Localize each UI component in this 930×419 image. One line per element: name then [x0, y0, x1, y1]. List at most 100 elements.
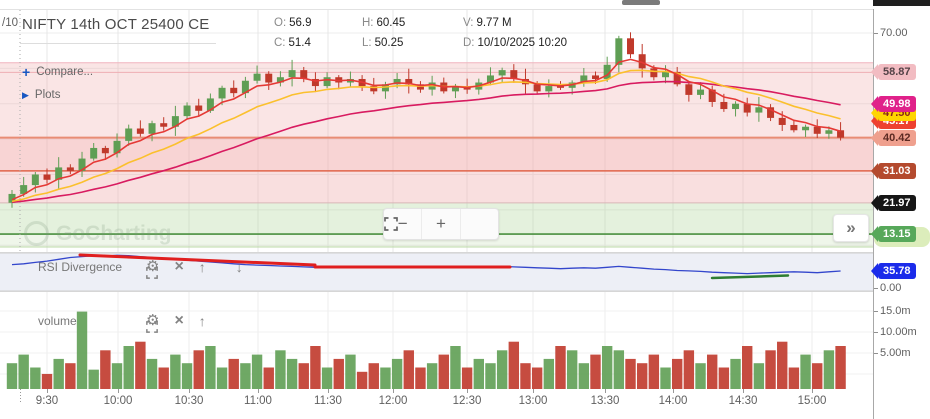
ohlc-close: C: 51.4 — [274, 37, 311, 49]
fullscreen-icon — [384, 217, 398, 231]
fullscreen-button[interactable] — [384, 209, 498, 239]
axis-tick-mark — [874, 311, 878, 312]
close-value: 51.4 — [288, 37, 311, 49]
ohlc-high: H: 60.45 — [362, 17, 405, 29]
price-axis-border — [873, 9, 874, 419]
high-value: 60.45 — [376, 17, 406, 29]
rsi-panel-divider — [0, 252, 873, 253]
arrow-down-icon[interactable]: ↓ — [235, 259, 243, 275]
time-tick-label: 14:00 — [658, 395, 688, 407]
close-icon[interactable]: × — [174, 258, 184, 275]
time-tick-label: 11:00 — [244, 395, 272, 407]
volume-panel-title: volume — [38, 314, 77, 328]
scrollbar-thumb[interactable] — [622, 0, 660, 5]
rsi-chart[interactable] — [0, 252, 873, 292]
volume-value: 9.77 M — [476, 17, 512, 29]
ohlc-open: O: 56.9 — [274, 17, 312, 29]
arrow-up-icon[interactable]: ↑ — [198, 313, 206, 329]
time-tick-label: 15:00 — [797, 395, 827, 407]
price-axis-label: 31.03 — [878, 163, 916, 179]
ohlc-datetime: D: 10/10/2025 10:20 — [463, 37, 567, 49]
price-axis-label: 40.42 — [878, 130, 916, 146]
axis-tick-label: 15.0m — [880, 305, 911, 317]
minus-icon: − — [397, 214, 408, 233]
datetime-label: D: — [463, 37, 475, 49]
zoom-in-button[interactable]: + — [421, 209, 459, 239]
title-underline — [20, 43, 216, 44]
time-tick-label: 11:30 — [314, 395, 342, 407]
volume-chart[interactable] — [0, 291, 873, 389]
compare-button[interactable]: + Compare... — [22, 64, 93, 80]
axis-tick-label: 0.00 — [880, 282, 902, 294]
ohlc-volume: V: 9.77 M — [463, 17, 512, 29]
chevron-double-right-icon: » — [846, 218, 856, 237]
time-tick-mark — [743, 389, 744, 393]
arrow-up-icon[interactable]: ↑ — [198, 259, 206, 275]
compare-plus-icon: + — [22, 64, 31, 80]
watermark: GoCharting — [24, 221, 172, 246]
zoom-out-button[interactable]: − — [384, 209, 421, 239]
time-tick-label: 13:00 — [518, 395, 548, 407]
symbol-title[interactable]: NIFTY 14th OCT 25400 CE — [22, 16, 210, 33]
plots-label: Plots — [34, 89, 61, 101]
watermark-logo-icon — [24, 221, 49, 246]
price-axis[interactable]: 70.0020.0014.950.0015.0m10.00m5.00m58.87… — [874, 9, 930, 419]
plots-triangle-icon: ▶ — [22, 89, 29, 100]
time-tick-mark — [393, 389, 394, 393]
date-fragment: /10 — [2, 17, 18, 29]
time-tick-label: 12:00 — [378, 395, 408, 407]
axis-tick-mark — [874, 33, 878, 34]
volume-panel-divider — [0, 291, 873, 292]
low-label: L: — [362, 37, 372, 49]
axis-tick-label: 5.00m — [880, 347, 911, 359]
corner-scrollbar — [873, 0, 930, 6]
price-chart[interactable] — [0, 0, 873, 253]
compare-label: Compare... — [36, 66, 94, 78]
chart-top-border — [0, 9, 930, 10]
time-tick-mark — [47, 389, 48, 393]
watermark-text: GoCharting — [56, 221, 172, 245]
time-tick-mark — [258, 389, 259, 393]
time-tick-mark — [467, 389, 468, 393]
time-axis[interactable]: 9:30 10:00 10:30 11:00 11:30 12:00 12:30 13:00 1… — [0, 389, 873, 419]
plus-icon: + — [436, 214, 446, 233]
ohlc-low: L: 50.25 — [362, 37, 403, 49]
volume-panel-icons: ⚙ × ↑ — [146, 312, 221, 333]
time-tick-mark — [533, 389, 534, 393]
time-tick-mark — [328, 389, 329, 393]
time-tick-mark — [189, 389, 190, 393]
zoom-toolbar: − + — [383, 208, 499, 240]
ema-mid-yellow — [11, 69, 841, 203]
price-axis-label: 58.87 — [878, 64, 916, 80]
open-value: 56.9 — [289, 17, 312, 29]
low-value: 50.25 — [374, 37, 404, 49]
high-label: H: — [362, 17, 374, 29]
gear-icon[interactable]: ⚙ — [146, 312, 160, 329]
time-tick-mark — [118, 389, 119, 393]
time-tick-label: 9:30 — [35, 395, 59, 407]
time-tick-label: 10:00 — [103, 395, 133, 407]
time-tick-label: 12:30 — [452, 395, 482, 407]
time-tick-mark — [812, 389, 813, 393]
ema-slow-pink — [11, 80, 841, 203]
price-axis-label: 35.78 — [878, 263, 916, 279]
axis-tick-mark — [874, 288, 878, 289]
time-tick-label: 10:30 — [174, 395, 204, 407]
close-icon[interactable]: × — [174, 312, 184, 329]
ema-fast-red — [11, 58, 841, 201]
time-tick-label: 13:30 — [590, 395, 620, 407]
gear-icon[interactable]: ⚙ — [146, 258, 160, 275]
axis-tick-label: 70.00 — [880, 27, 908, 39]
price-axis-label: 13.15 — [878, 226, 916, 242]
volume-label: V: — [463, 17, 474, 29]
rsi-panel-title: RSI Divergence — [38, 260, 123, 274]
rsi-panel-icons: ⚙ × ↑ ↓ — [146, 258, 243, 279]
time-tick-label: 14:30 — [728, 395, 758, 407]
price-axis-label: 21.97 — [878, 195, 916, 211]
time-tick-mark — [673, 389, 674, 393]
open-label: O: — [274, 17, 287, 29]
collapse-panel-button[interactable]: » — [833, 214, 869, 242]
axis-tick-mark — [874, 332, 878, 333]
plots-button[interactable]: ▶ Plots — [22, 89, 61, 101]
